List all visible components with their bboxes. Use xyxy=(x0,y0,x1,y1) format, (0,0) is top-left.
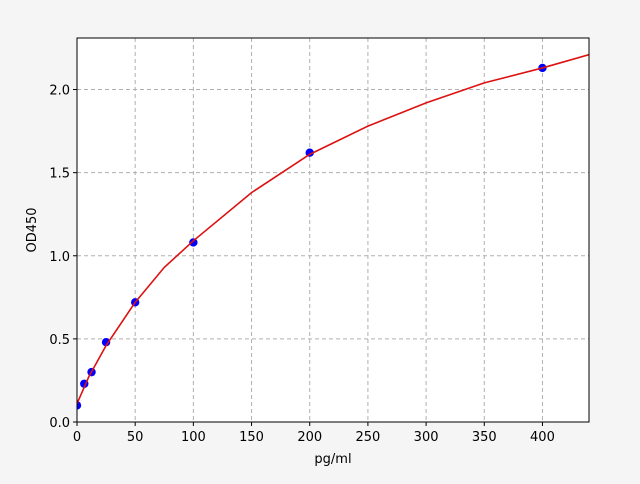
y-tick-label: 1.0 xyxy=(49,250,70,265)
x-tick-label: 250 xyxy=(355,430,380,445)
y-axis-label: OD450 xyxy=(25,207,40,252)
x-tick-label: 200 xyxy=(297,430,322,445)
y-tick-label: 0.0 xyxy=(49,416,70,431)
x-tick-label: 150 xyxy=(239,430,264,445)
x-tick-label: 300 xyxy=(414,430,439,445)
x-tick-label: 0 xyxy=(73,430,81,445)
y-tick-label: 1.5 xyxy=(49,167,70,182)
marks xyxy=(77,53,589,410)
x-axis-label: pg/ml xyxy=(314,452,351,467)
data-point xyxy=(189,238,198,247)
y-tick-label: 0.5 xyxy=(49,333,70,348)
y-tick-label: 2.0 xyxy=(49,84,70,99)
plot-frame xyxy=(76,37,590,423)
x-tick-label: 50 xyxy=(127,430,144,445)
plot-background xyxy=(77,38,589,422)
fit-curve xyxy=(77,53,589,405)
x-tick-label: 400 xyxy=(530,430,555,445)
x-tick-label: 100 xyxy=(181,430,206,445)
x-tick-label: 350 xyxy=(472,430,497,445)
data-point xyxy=(101,338,111,347)
